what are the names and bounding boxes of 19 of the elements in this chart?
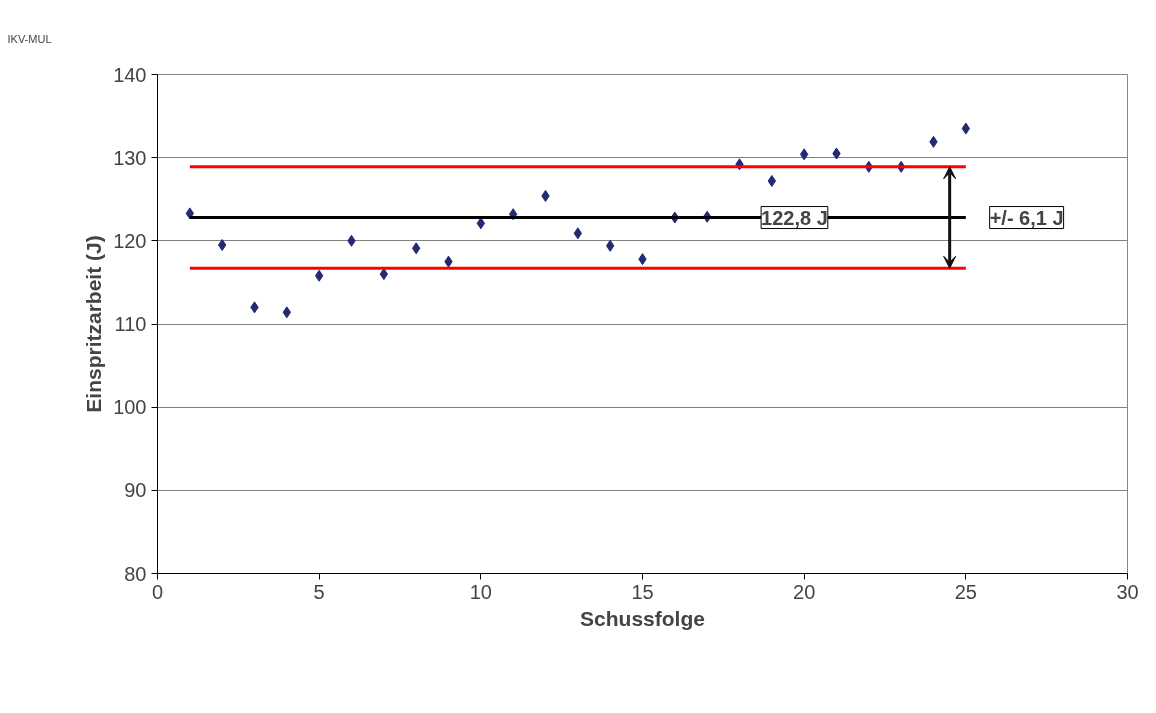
x-tick-label: 25 [954,580,977,603]
x-axis-title: Schussfolge [580,606,705,630]
x-tick-label: 30 [1116,580,1139,603]
x-tick-label: 20 [793,580,816,603]
y-tick-label: 140 [113,63,147,86]
y-axis-title: Einspritzarbeit (J) [82,235,106,413]
text: IKV-MUL [7,32,52,45]
y-tick-label: 80 [124,562,147,585]
annotation: 122,8 J [761,206,828,229]
y-tick-label: 120 [113,229,147,252]
y-tick-label: 110 [114,313,147,335]
annotation: +/- 6,1 J [989,206,1064,229]
x-tick-label: 10 [469,580,492,603]
x-tick-label: 0 [151,580,164,603]
y-tick-label: 100 [113,396,147,419]
y-tick-label: 130 [113,146,147,169]
x-tick-label: 5 [313,580,325,603]
y-tick-label: 90 [124,479,147,502]
x-tick-label: 15 [631,580,654,603]
